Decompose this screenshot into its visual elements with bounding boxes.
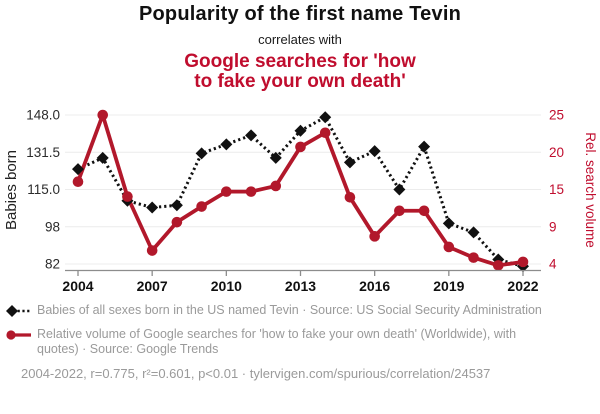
data-point-diamond <box>96 151 109 164</box>
right-axis-title: Rel. search volume <box>583 132 598 248</box>
data-point-diamond <box>220 138 233 151</box>
legend-searches-label: Relative volume of Google searches for '… <box>37 327 517 356</box>
x-axis-tick-label: 2010 <box>211 278 242 294</box>
data-point-diamond <box>269 151 282 164</box>
data-point-diamond <box>343 156 356 169</box>
data-point-circle <box>221 186 232 197</box>
data-point-circle <box>369 231 380 242</box>
data-point-diamond <box>170 199 183 212</box>
left-axis-tick-label: 98 <box>45 219 60 234</box>
stats-footer: 2004-2022, r=0.775, r²=0.601, p<0.01 · t… <box>21 366 491 381</box>
data-point-circle <box>295 141 306 153</box>
data-point-diamond <box>393 183 406 196</box>
red-title: Google searches for 'how to fake your ow… <box>0 52 600 92</box>
data-point-diamond <box>319 111 332 124</box>
data-point-diamond <box>294 124 307 137</box>
data-point-circle <box>394 205 405 217</box>
data-point-circle <box>97 109 109 121</box>
page-title: Popularity of the first name Tevin <box>138 3 462 25</box>
data-point-circle <box>443 241 455 253</box>
series-line-1 <box>76 113 524 268</box>
x-axis-tick-label: 2019 <box>433 278 464 294</box>
data-point-diamond <box>442 217 455 230</box>
data-point-circle <box>171 216 183 228</box>
left-axis-tick-label: 148.0 <box>26 108 60 123</box>
right-axis-tick-label: 15 <box>549 182 564 197</box>
data-point-circle <box>492 260 504 271</box>
subtitle: correlates with <box>258 32 342 47</box>
x-axis-tick-label: 2004 <box>62 278 93 294</box>
data-point-diamond <box>467 226 480 239</box>
data-point-diamond <box>418 140 431 153</box>
x-axis-tick-label: 2013 <box>285 278 316 294</box>
x-axis-tick-label: 2022 <box>507 278 538 294</box>
left-axis-tick-label: 82 <box>45 257 60 272</box>
data-point-circle <box>146 245 158 256</box>
data-point-circle <box>468 252 479 263</box>
left-axis-tick-label: 115.0 <box>27 182 60 197</box>
red-title-line-1: Google searches for 'how <box>184 51 416 72</box>
right-axis-tick-label: 20 <box>549 145 564 160</box>
data-point-diamond <box>146 201 159 214</box>
chart-legend: Babies of all sexes born in the US named… <box>5 303 595 381</box>
series-line-0 <box>77 115 524 268</box>
data-point-diamond <box>368 145 381 158</box>
legend-entry-babies: Babies of all sexes born in the US named… <box>5 303 595 318</box>
data-point-circle <box>72 176 84 187</box>
right-axis-tick-label: 25 <box>549 108 564 123</box>
data-point-circle <box>122 191 133 202</box>
data-point-diamond <box>245 129 258 142</box>
x-axis-tick-label: 2016 <box>359 278 390 294</box>
data-point-circle <box>418 205 430 217</box>
left-axis-title: Babies born <box>3 150 20 230</box>
legend-babies-label: Babies of all sexes born in the US named… <box>37 303 542 317</box>
data-point-circle <box>344 192 356 203</box>
black-dashed-diamond-series-icon <box>6 305 32 317</box>
data-point-circle <box>196 201 207 212</box>
data-point-circle <box>517 256 529 268</box>
data-point-diamond <box>72 163 84 176</box>
data-point-diamond <box>195 147 208 160</box>
red-title-line-2: to fake your own death' <box>194 71 406 92</box>
left-axis-tick-label: 131.5 <box>26 145 60 160</box>
x-axis-tick-label: 2007 <box>137 278 168 294</box>
data-point-circle <box>319 127 331 139</box>
data-point-circle <box>245 186 257 197</box>
data-point-circle <box>270 180 282 192</box>
right-axis-tick-label: 4 <box>549 257 557 272</box>
red-solid-circle-series-icon <box>6 330 31 340</box>
legend-entry-searches: Relative volume of Google searches for '… <box>5 327 595 357</box>
right-axis-tick-label: 9 <box>549 219 557 234</box>
